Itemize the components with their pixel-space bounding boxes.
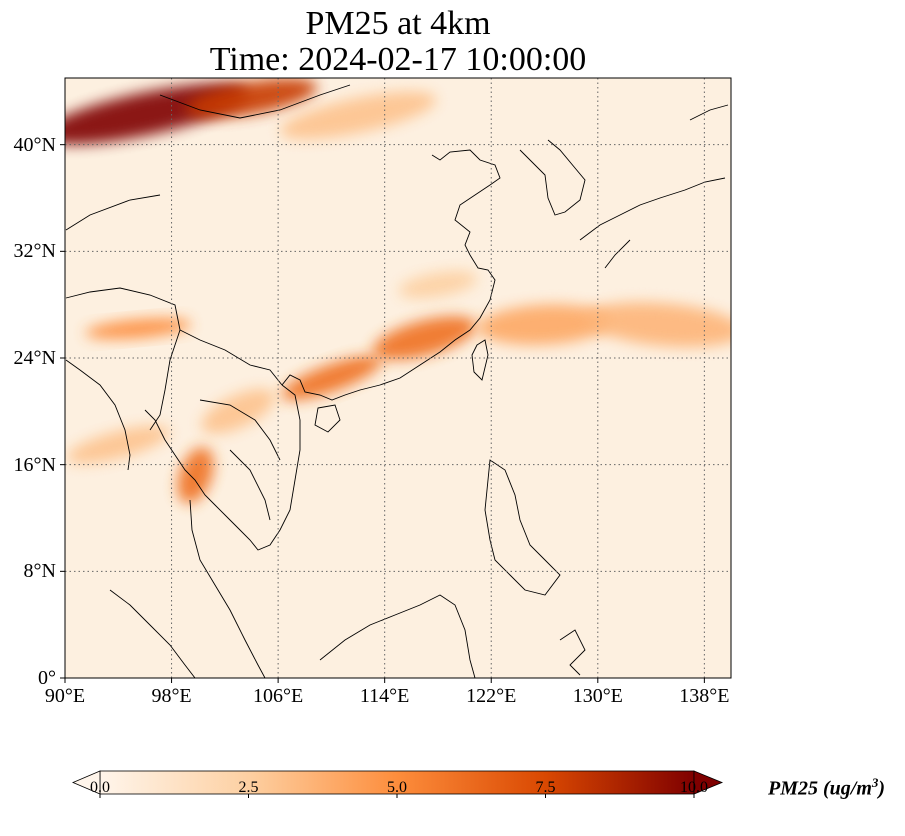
- pm25-plume: [66, 425, 170, 464]
- borneo-coast: [319, 594, 476, 678]
- lon-tick-label: 122°E: [466, 685, 517, 707]
- indochina-coast: [174, 384, 301, 551]
- gridlines: [65, 78, 731, 678]
- title-line-2: Time: 2024-02-17 10:00:00: [209, 41, 587, 78]
- philippines-coast: [484, 459, 561, 596]
- myanmar-coast: [65, 359, 176, 471]
- pm25-plume: [478, 304, 612, 345]
- china-coast: [281, 254, 496, 401]
- korea-coast: [519, 139, 586, 216]
- colorbar-tick-label: 5.0: [387, 779, 407, 796]
- coastline-layer: [65, 84, 729, 678]
- pm25-plume: [177, 447, 214, 504]
- map-background: [65, 78, 731, 678]
- sumatra-coast: [109, 589, 196, 678]
- pm25-plume: [372, 316, 477, 360]
- lat-tick-label: 0°: [38, 667, 56, 689]
- colorbar-tick-label: 2.5: [238, 779, 259, 796]
- colorbar: [71, 770, 724, 798]
- lon-tick-label: 98°E: [151, 685, 192, 707]
- lat-tick-label: 8°N: [23, 560, 56, 583]
- colorbar-tick-label: 7.5: [535, 779, 556, 796]
- pm25-plume: [185, 78, 318, 118]
- colorbar-label: PM25 (ug/m3): [768, 775, 886, 800]
- taiwan-coast: [471, 339, 489, 381]
- lon-tick-label: 130°E: [572, 685, 623, 707]
- lon-tick-label: 138°E: [679, 685, 730, 707]
- lat-tick-label: 24°N: [13, 347, 56, 369]
- colorbar-extend-high: [693, 770, 724, 795]
- malay-coast: [189, 499, 266, 678]
- pm25-plume: [279, 91, 437, 140]
- colorbar-tick-label: 0.0: [90, 779, 110, 796]
- lon-tick-label: 114°E: [359, 685, 410, 707]
- pm25-plume: [85, 318, 192, 340]
- lat-tick-label: 40°N: [13, 133, 56, 156]
- lon-tick-label: 106°E: [253, 685, 304, 707]
- japan-coast: [579, 104, 729, 269]
- map-frame: [64, 77, 732, 679]
- lon-tick-label: 90°E: [44, 685, 86, 707]
- yellow-sea-coast: [431, 149, 501, 256]
- pm25-plume: [398, 270, 478, 299]
- sulawesi-coast: [559, 629, 586, 676]
- borders: [65, 84, 351, 521]
- colorbar-extend-low: [71, 770, 101, 795]
- pm25-plume: [201, 389, 276, 434]
- pm25-plume: [281, 355, 382, 401]
- colorbar-tick-label: 10.0: [680, 779, 708, 796]
- hainan-coast: [314, 404, 341, 433]
- lat-tick-label: 16°N: [13, 453, 56, 476]
- title-line-1: PM25 at 4km: [305, 5, 491, 42]
- lat-tick-label: 32°N: [13, 240, 56, 263]
